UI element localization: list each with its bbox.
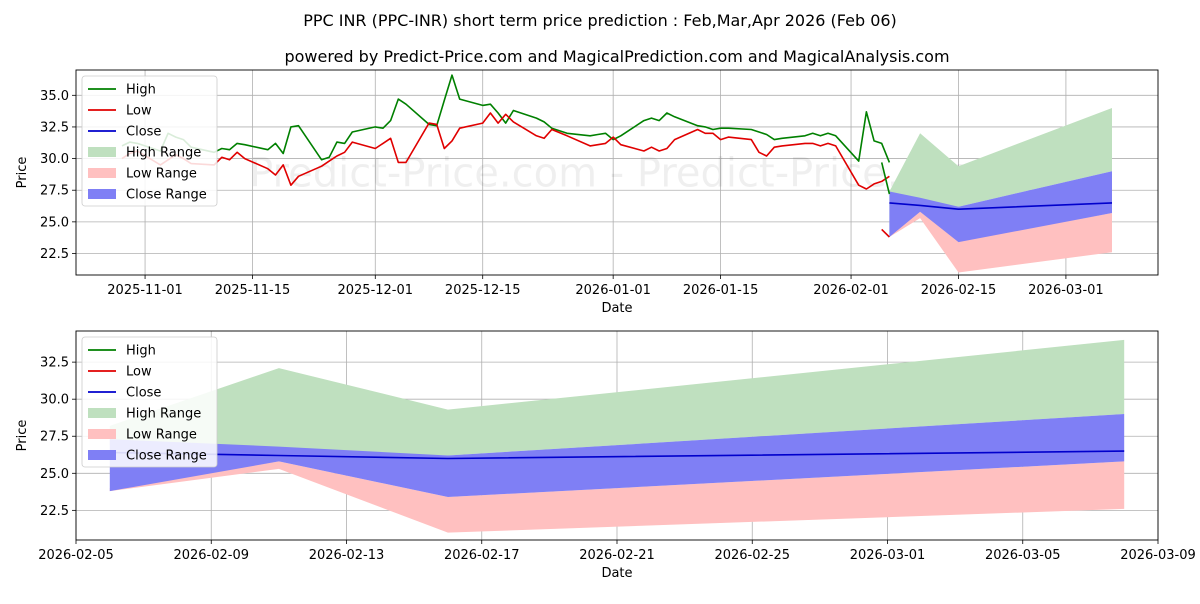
x-tick-label: 2026-03-01	[1028, 283, 1104, 298]
x-tick-label: 2026-03-09	[1120, 548, 1196, 563]
y-tick-label: 30.0	[40, 152, 69, 167]
chart-subtitle: powered by Predict-Price.com and Magical…	[284, 47, 949, 66]
legend-patch-swatch	[88, 189, 116, 199]
high-range-band	[889, 108, 1112, 235]
low-range-band	[889, 211, 1112, 273]
x-tick-label: 2025-11-15	[215, 283, 291, 298]
y-tick-label: 30.0	[40, 393, 69, 408]
legend-entry-label: Low Range	[126, 167, 197, 182]
low-series-tail	[881, 228, 890, 238]
x-tick-label: 2025-11-01	[107, 283, 183, 298]
x-tick-label: 2026-01-15	[683, 283, 759, 298]
y-tick-label: 32.5	[40, 356, 69, 371]
y-tick-label: 32.5	[40, 120, 69, 135]
legend-entry-label: Close	[126, 386, 161, 401]
legend-entry-label: Close	[126, 125, 161, 140]
bottom-chart: 2026-02-05 2026-02-09 2026-02-13 2026-02-17…	[15, 330, 1196, 581]
y-tick-label: 27.5	[40, 430, 69, 445]
legend-entry-label: Low	[126, 104, 152, 119]
y-tick-label: 27.5	[40, 184, 69, 199]
high-series-tail	[880, 162, 891, 195]
legend-entry-label: High	[126, 83, 156, 98]
x-tick-label: 2026-02-09	[173, 548, 249, 563]
legend-patch-swatch	[88, 408, 116, 418]
close-range-band	[109, 414, 1125, 497]
y-tick-label: 22.5	[40, 504, 69, 519]
x-tick-label: 2025-12-01	[337, 283, 413, 298]
x-tick-label: 2026-03-01	[850, 548, 926, 563]
legend-patch-swatch	[88, 147, 116, 157]
watermark-text: Predict-Price.com - Predict-Price.com	[249, 151, 985, 197]
y-tick-label: 35.0	[40, 89, 69, 104]
x-tick-label: 2026-02-25	[714, 548, 790, 563]
legend-patch-swatch	[88, 450, 116, 460]
x-tick-label: 2026-02-01	[813, 283, 889, 298]
x-tick-label: 2026-01-01	[575, 283, 651, 298]
legend-patch-swatch	[88, 429, 116, 439]
low-range-band	[109, 461, 1125, 533]
y-axis-label: Price	[15, 420, 30, 452]
x-axis-label: Date	[601, 301, 632, 316]
legend-entry-label: Close Range	[126, 188, 207, 203]
x-tick-label: 2025-12-15	[445, 283, 521, 298]
legend-entry-label: Low	[126, 365, 152, 380]
legend-patch-swatch	[88, 168, 116, 178]
close-series-line	[889, 202, 1113, 210]
x-tick-label: 2026-02-17	[444, 548, 520, 563]
top-chart: 2025-11-01 2025-11-15 2025-12-01 2025-12-15…	[15, 69, 1159, 316]
x-tick-label: 2026-02-21	[579, 548, 655, 563]
legend-entry-label: High	[126, 344, 156, 359]
close-range-band	[889, 171, 1112, 243]
y-tick-label: 25.0	[40, 467, 69, 482]
low-series-line	[121, 112, 890, 190]
legend-entry-label: High Range	[126, 146, 201, 161]
legend-entry-label: Close Range	[126, 449, 207, 464]
y-axis-label: Price	[15, 157, 30, 189]
x-tick-label: 2026-02-13	[309, 548, 385, 563]
plot-frame	[75, 330, 1159, 541]
x-tick-label: 2026-02-15	[921, 283, 997, 298]
plot-frame	[75, 69, 1159, 276]
legend-entry-label: Low Range	[126, 428, 197, 443]
legend-entry-label: High Range	[126, 407, 201, 422]
chart-title: PPC INR (PPC-INR) short term price predi…	[303, 11, 897, 30]
y-tick-label: 25.0	[40, 215, 69, 230]
y-tick-label: 22.5	[40, 247, 69, 262]
x-tick-label: 2026-03-05	[985, 548, 1061, 563]
high-range-band	[109, 339, 1125, 456]
x-tick-label: 2026-02-05	[38, 548, 114, 563]
x-axis-label: Date	[601, 566, 632, 581]
